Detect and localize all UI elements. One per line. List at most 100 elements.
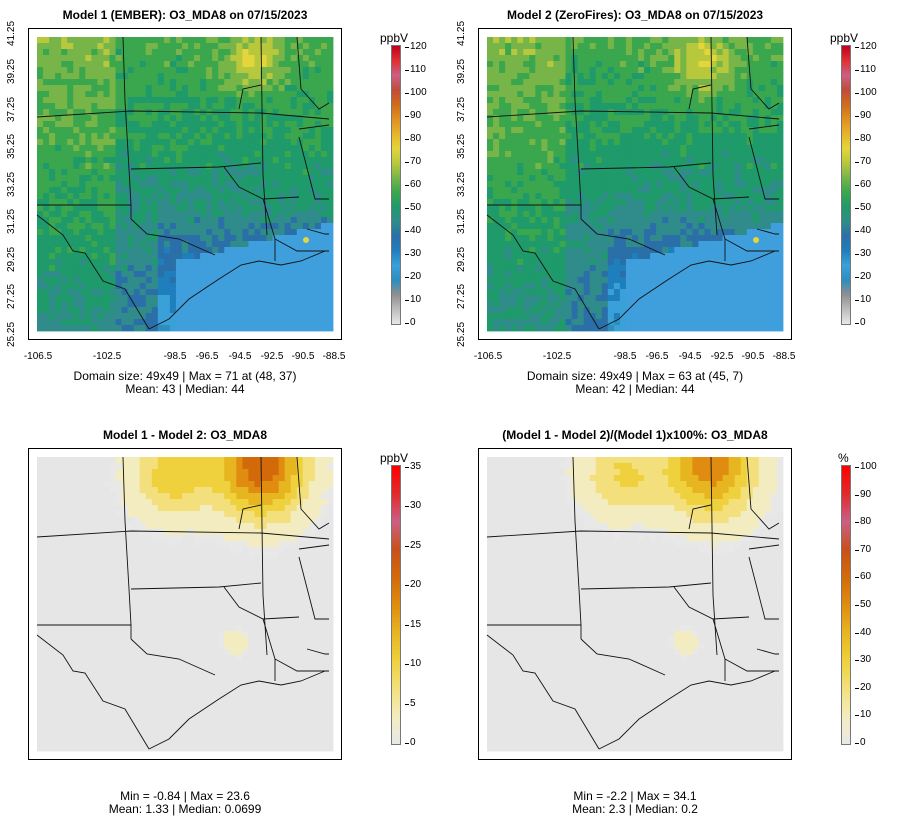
boundary-line — [238, 504, 262, 530]
x-tick-label: -102.5 — [542, 351, 572, 362]
map-plot-area — [28, 28, 342, 340]
legend-tick-label: 90 — [854, 488, 872, 500]
boundary-line — [748, 544, 780, 550]
boundary-line — [486, 530, 780, 540]
stats-line-2: Mean: 42 | Median: 44 — [575, 382, 695, 396]
boundary-line — [486, 634, 600, 750]
boundary-line — [673, 586, 750, 620]
legend-tick-label: 100 — [405, 87, 427, 98]
boundary-line — [37, 204, 132, 219]
x-tick-label: -94.5 — [228, 351, 252, 362]
panel-title: Model 2 (ZeroFires): O3_MDA8 on 07/15/20… — [506, 8, 764, 22]
boundary-line — [673, 166, 750, 200]
legend-tick-label: 90 — [404, 110, 422, 121]
boundary-line — [298, 556, 329, 620]
legend-tick-label: 110 — [405, 64, 426, 75]
x-tick-label: -98.5 — [613, 351, 637, 362]
y-tick-label: 35.25 — [456, 133, 467, 159]
boundary-line — [37, 624, 132, 639]
legend-tick-label: 60 — [854, 179, 872, 190]
legend-tick-label: 100 — [855, 461, 877, 472]
color-legend-bar — [391, 45, 401, 325]
boundary-line — [486, 214, 600, 330]
panel-title: (Model 1 - Model 2)/(Model 1)x100%: O3_M… — [502, 428, 768, 442]
stats-line-1: Min = -2.2 | Max = 34.1 — [573, 789, 697, 803]
legend-unit: ppbV — [380, 451, 409, 465]
percent-difference-map — [486, 456, 784, 752]
x-tick-label: -96.5 — [645, 351, 669, 362]
boundary-line — [487, 624, 582, 639]
boundary-line — [710, 36, 718, 236]
difference-map — [36, 456, 334, 752]
y-tick-label: 33.25 — [6, 171, 17, 197]
y-tick-label: 31.25 — [6, 208, 17, 234]
legend-tick-label: 20 — [854, 681, 872, 693]
boundary-line — [746, 36, 780, 110]
boundary-line — [260, 36, 268, 236]
y-tick-label: 25.25 — [6, 321, 17, 347]
map-plot-area — [28, 448, 342, 760]
y-tick-label: 39.25 — [6, 58, 17, 84]
legend-tick-label: 10 — [404, 294, 422, 305]
map-plot-area — [478, 28, 792, 340]
boundary-line — [36, 110, 330, 120]
stats-line-2: Mean: 43 | Median: 44 — [125, 382, 245, 396]
legend-tick-label: 10 — [854, 709, 872, 721]
legend-tick-label: 70 — [854, 156, 872, 167]
legend-tick-label: 50 — [854, 202, 872, 213]
boundary-line — [572, 456, 582, 626]
legend-tick-label: 40 — [404, 225, 422, 236]
legend-tick-label: 10 — [404, 658, 422, 670]
legend-unit: ppbV — [830, 31, 859, 45]
boundary-line — [580, 162, 712, 170]
y-tick-label: 41.25 — [6, 20, 17, 46]
boundary-line — [486, 110, 780, 120]
y-tick-label: 37.25 — [6, 96, 17, 122]
y-tick-label: 29.25 — [456, 246, 467, 272]
legend-tick-label: 10 — [854, 294, 872, 305]
map-plot-area — [478, 448, 792, 760]
stats-line-2: Mean: 1.33 | Median: 0.0699 — [108, 802, 262, 816]
boundary-line — [298, 136, 329, 200]
legend-tick-label: 30 — [854, 248, 872, 259]
stats-line-2: Mean: 2.3 | Median: 0.2 — [572, 802, 698, 816]
boundary-line — [36, 214, 150, 330]
color-legend-bar — [841, 45, 851, 325]
y-tick-label: 27.25 — [6, 283, 17, 309]
x-tick-label: -94.5 — [678, 351, 702, 362]
legend-tick-label: 80 — [404, 133, 422, 144]
boundary-line — [756, 648, 779, 655]
boundary-line — [130, 638, 216, 676]
map-panel-difference: Model 1 - Model 2: O3_MDA8 Min = -0.84 |… — [0, 420, 450, 840]
y-tick-label: 27.25 — [456, 283, 467, 309]
legend-tick-label: 90 — [854, 110, 872, 121]
legend-tick-label: 30 — [404, 248, 422, 259]
legend-tick-label: 80 — [854, 516, 872, 528]
boundary-line — [36, 530, 330, 540]
legend-tick-label: 70 — [854, 543, 872, 555]
legend-tick-label: 5 — [405, 697, 416, 709]
y-tick-label: 31.25 — [456, 208, 467, 234]
concentration-map — [486, 36, 784, 332]
boundary-line — [688, 84, 712, 110]
boundary-line — [298, 124, 330, 130]
state-boundaries — [486, 36, 780, 330]
legend-tick-label: 120 — [855, 41, 877, 52]
boundary-line — [223, 166, 300, 200]
boundary-line — [572, 36, 582, 206]
boundary-line — [36, 634, 150, 750]
legend-unit: % — [838, 451, 849, 465]
legend-tick-label: 15 — [404, 618, 422, 630]
boundary-line — [712, 618, 779, 672]
y-tick-label: 35.25 — [6, 133, 17, 159]
boundary-line — [487, 204, 582, 219]
y-tick-label: 37.25 — [456, 96, 467, 122]
boundary-line — [122, 36, 132, 206]
color-legend-bar — [841, 465, 851, 745]
grid-cells — [37, 457, 334, 752]
y-tick-label: 41.25 — [456, 20, 467, 46]
y-tick-label: 39.25 — [456, 58, 467, 84]
legend-tick-label: 80 — [854, 133, 872, 144]
legend-tick-label: 0 — [855, 317, 866, 328]
map-panel-percent-difference: (Model 1 - Model 2)/(Model 1)x100%: O3_M… — [450, 420, 900, 840]
